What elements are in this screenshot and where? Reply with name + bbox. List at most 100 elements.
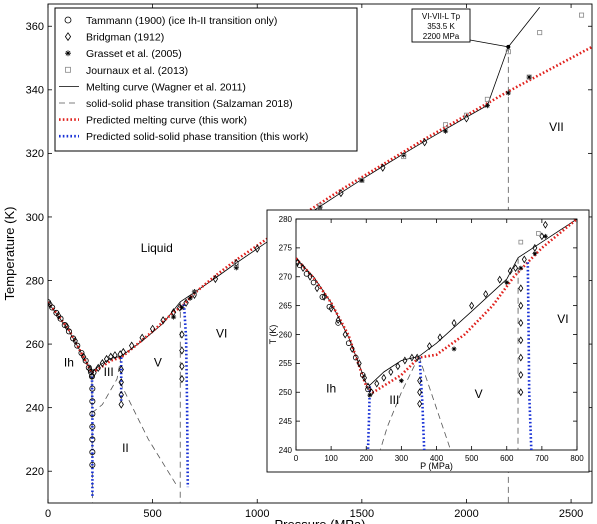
data-point-square [537, 30, 543, 36]
data-point-diamond [179, 330, 185, 339]
data-point-diamond [518, 301, 524, 310]
data-point-circle [89, 461, 96, 468]
data-point-diamond [380, 163, 386, 172]
data-point-diamond [103, 354, 110, 364]
data-point-circle [78, 349, 85, 356]
x-tick-label: 500 [465, 454, 479, 463]
data-point-circle [89, 423, 96, 430]
data-point-diamond [518, 388, 524, 397]
curve-dotted [296, 219, 577, 394]
data-point-diamond [120, 347, 126, 357]
data-point-diamond [518, 284, 524, 293]
data-point-diamond [518, 336, 524, 345]
data-point-square [536, 231, 541, 236]
triple-point-dot [506, 44, 511, 49]
data-point-diamond [417, 388, 423, 397]
x-tick-label: 100 [324, 454, 338, 463]
data-point-diamond [356, 359, 362, 368]
data-point-diamond [427, 342, 432, 351]
data-point-circle [89, 411, 96, 418]
data-point-diamond [118, 390, 124, 400]
legend-entry-label: Tammann (1900) (ice Ih-II transition onl… [86, 15, 277, 27]
data-point-diamond [365, 382, 371, 391]
annotation-text: VI-VII-L Tp [422, 12, 461, 21]
legend-entry-label: Bridgman (1912) [86, 32, 164, 44]
curve-dotted [526, 262, 533, 450]
data-point-diamond [417, 376, 423, 385]
data-point-diamond [95, 363, 101, 373]
data-point-diamond [349, 344, 355, 353]
data-point-square [317, 203, 323, 209]
x-tick-label: 200 [360, 454, 374, 463]
data-point-asterisk [398, 378, 404, 384]
data-point-asterisk [505, 90, 511, 96]
data-point-diamond [483, 290, 489, 299]
data-point-diamond [307, 272, 313, 281]
data-point-diamond [87, 365, 93, 374]
x-tick-label: 2000 [454, 508, 478, 520]
phase-label: Ih [64, 355, 74, 369]
data-point-circle [61, 322, 68, 329]
y-tick-label: 280 [26, 275, 44, 287]
data-point-asterisk [451, 346, 457, 352]
data-point-diamond [149, 324, 156, 333]
legend: Tammann (1900) (ice Ih-II transition onl… [54, 7, 358, 152]
data-point-circle [303, 271, 310, 277]
data-point-asterisk [526, 74, 532, 80]
data-point-square [463, 112, 469, 118]
data-point-diamond [335, 316, 341, 325]
data-point-asterisk [187, 295, 193, 301]
data-point-circle [89, 398, 96, 405]
data-point-diamond [342, 330, 348, 339]
data-point-diamond [80, 352, 87, 361]
data-point-square [359, 177, 365, 183]
data-point-diamond [183, 298, 189, 307]
data-point-diamond [179, 346, 185, 355]
data-point-square [191, 290, 197, 296]
data-point-asterisk [442, 128, 449, 134]
data-point-circle [296, 262, 303, 269]
data-point-asterisk [532, 251, 538, 257]
data-point-square [401, 154, 407, 160]
legend-entry-label: solid-solid phase transition (Salzaman 2… [86, 98, 293, 110]
y-axis-label: T (K) [268, 325, 278, 345]
data-point-square [233, 262, 239, 268]
phase-label: II [122, 441, 129, 455]
phase-label: V [154, 355, 162, 369]
data-point-diamond [118, 400, 124, 409]
data-point-asterisk [65, 50, 71, 57]
data-point-diamond [48, 300, 53, 309]
data-point-diamond [421, 138, 428, 147]
data-point-circle [352, 354, 359, 361]
data-point-diamond [139, 333, 145, 342]
data-point-diamond [91, 368, 97, 377]
x-tick-label: 400 [430, 454, 444, 463]
data-point-diamond [437, 333, 443, 342]
data-point-asterisk [233, 265, 239, 271]
data-point-diamond [212, 274, 219, 284]
data-point-diamond [118, 378, 124, 387]
plot-content [48, 6, 592, 503]
plot-content [296, 219, 577, 450]
x-tick-label: 1000 [245, 508, 269, 520]
data-point-diamond [409, 353, 415, 362]
curve-dotted [418, 357, 426, 450]
y-tick-label: 245 [279, 417, 293, 426]
data-point-diamond [321, 293, 327, 301]
inset-chart: 0 100 200 300 400 500 600 700 800 240 245 250 255 260… [266, 209, 590, 473]
data-point-circle [359, 372, 366, 378]
data-point-diamond [362, 373, 367, 382]
data-point-diamond [414, 353, 420, 362]
data-point-diamond [469, 301, 475, 310]
data-point-circle [64, 16, 72, 24]
data-point-diamond [518, 318, 524, 327]
y-tick-label: 260 [26, 339, 44, 351]
data-point-circle [89, 449, 96, 456]
y-tick-label: 240 [279, 446, 293, 455]
data-point-asterisk [401, 152, 407, 158]
curve-dashed [92, 356, 122, 413]
x-tick-label: 600 [500, 454, 514, 463]
curve-dotted [90, 372, 94, 497]
curve-dashed [119, 382, 179, 488]
data-point-diamond [507, 267, 513, 275]
